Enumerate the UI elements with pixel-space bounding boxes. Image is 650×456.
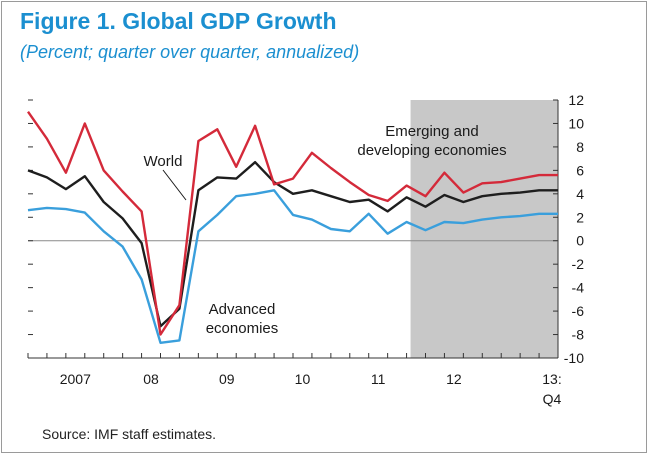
y-tick-label: -10 (564, 350, 584, 366)
world-leader-line (162, 169, 187, 201)
x-tick-label: 08 (143, 371, 159, 387)
y-tick-label: -4 (572, 280, 585, 296)
x-tick-label: 12 (446, 371, 462, 387)
x-tick-sublabel: Q4 (543, 391, 562, 407)
figure-title: Figure 1. Global GDP Growth (20, 8, 337, 34)
annotation-advanced-line1: Advanced (209, 301, 276, 318)
y-tick-label: 12 (568, 92, 584, 108)
annotation-emerging-line1: Emerging and (385, 123, 478, 140)
y-tick-label: -2 (572, 256, 585, 272)
y-tick-label: 10 (568, 115, 584, 131)
projection-shading (410, 100, 558, 358)
y-tick-label: 8 (576, 139, 584, 155)
y-tick-label: 4 (576, 186, 584, 202)
y-tick-label: -8 (572, 327, 585, 343)
y-tick-label: 0 (576, 233, 584, 249)
figure-subtitle: (Percent; quarter over quarter, annualiz… (20, 42, 360, 62)
advanced-economies-line (27, 189, 558, 344)
annotation-advanced-line2: economies (206, 320, 279, 337)
x-tick-label: 13: (542, 371, 561, 387)
x-tick-label: 09 (219, 371, 235, 387)
annotation-world: World (144, 153, 183, 170)
emerging-economies-line (27, 111, 558, 336)
x-tick-label: 11 (371, 371, 386, 387)
x-tick-label: 10 (295, 371, 311, 387)
annotation-emerging-line2: developing economies (357, 142, 506, 159)
y-tick-label: 2 (576, 209, 584, 225)
x-tick-label: 2007 (60, 371, 91, 387)
y-tick-label: 6 (576, 162, 584, 178)
source-note: Source: IMF staff estimates. (42, 426, 217, 442)
y-tick-label: -6 (572, 303, 585, 319)
world-line (27, 160, 558, 328)
